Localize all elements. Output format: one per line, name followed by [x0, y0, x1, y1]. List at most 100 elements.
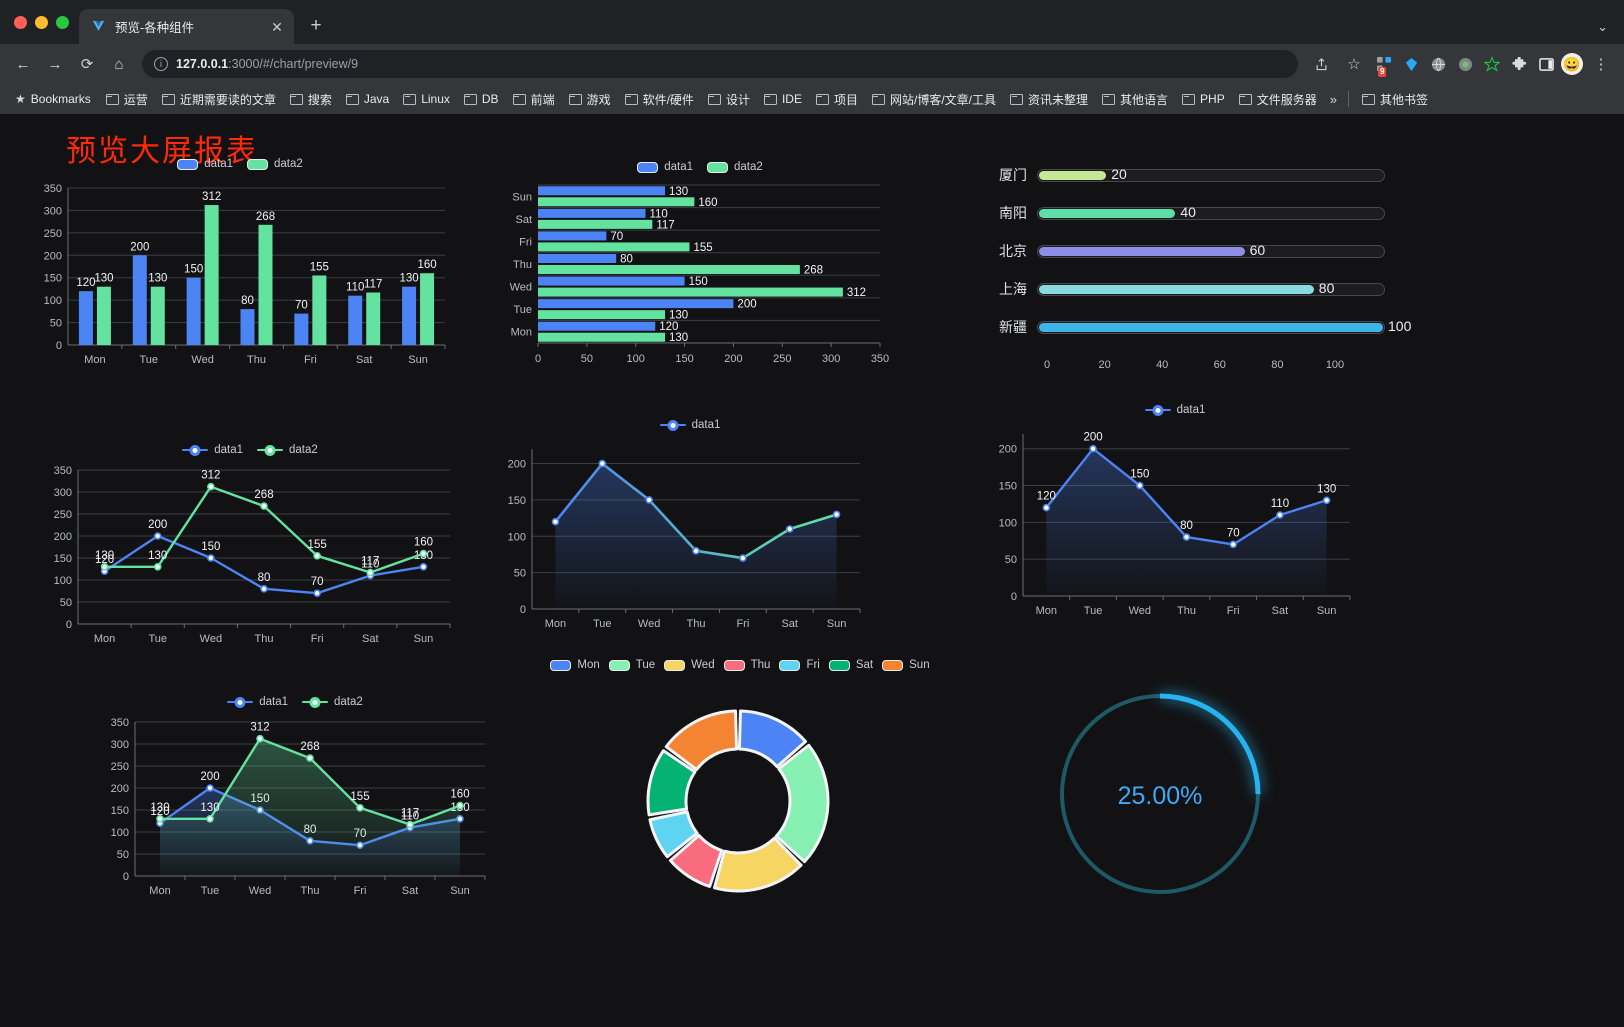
bookmark-folder[interactable]: 近期需要读的文章 [155, 88, 283, 111]
bookmark-folder[interactable]: 运营 [99, 88, 155, 111]
legend-item[interactable]: data2 [302, 696, 363, 708]
legend-item[interactable]: data1 [227, 696, 288, 708]
share-icon[interactable] [1306, 49, 1336, 79]
legend-area-single: data1 [975, 404, 1375, 416]
progress-label: 新疆 [999, 319, 1027, 335]
circle-icon[interactable] [1453, 52, 1477, 76]
legend-item[interactable]: Fri [779, 659, 820, 671]
legend-item[interactable]: data1 [182, 444, 243, 456]
svg-text:130: 130 [94, 273, 113, 285]
progress-track: 40 [1037, 204, 1385, 220]
bookmark-folder[interactable]: 搜索 [283, 88, 339, 111]
legend-item[interactable]: data2 [247, 158, 303, 170]
legend-item[interactable]: Thu [723, 659, 770, 671]
legend-swatch [882, 659, 904, 671]
chevron-down-icon[interactable]: ⌄ [1597, 19, 1608, 34]
legend-item[interactable]: data1 [1144, 404, 1205, 416]
area-dual-chart: 0 50 100 150 200 250 300 350 Mon Tue Wed Thu Fri Sat S… [111, 717, 486, 897]
folder-icon [512, 93, 526, 105]
donut-slice [664, 709, 739, 772]
browser-menu-button[interactable]: ⋮ [1593, 56, 1609, 73]
sidepanel-icon[interactable] [1534, 52, 1558, 76]
avatar[interactable]: 😀 [1561, 53, 1583, 75]
svg-text:110: 110 [1271, 498, 1289, 510]
svg-text:150: 150 [999, 481, 1017, 493]
legend-item[interactable]: Mon [550, 659, 600, 671]
browser-toolbar: ← → ⟳ ⌂ i 127.0.0.1:3000/#/chart/preview… [0, 44, 1624, 84]
bookmark-folder[interactable]: 软件/硬件 [618, 88, 701, 111]
close-tab-button[interactable]: ✕ [271, 18, 283, 35]
address-bar[interactable]: i 127.0.0.1:3000/#/chart/preview/9 [142, 50, 1298, 78]
legend-item[interactable]: data1 [637, 161, 693, 173]
svg-text:80: 80 [620, 254, 633, 266]
bookmark-label: Java [363, 92, 390, 106]
legend-item[interactable]: data2 [257, 444, 318, 456]
bookmark-manager-item[interactable]: ★ Bookmarks [8, 89, 98, 109]
bookmark-folder[interactable]: 文件服务器 [1232, 88, 1324, 111]
browser-tab[interactable]: 预览-各种组件 ✕ [79, 9, 294, 44]
back-button[interactable]: ← [15, 55, 31, 73]
globe-icon[interactable] [1426, 52, 1450, 76]
svg-text:160: 160 [698, 197, 717, 209]
legend-area-dual: data1 data2 [85, 696, 505, 708]
extension-grid-icon[interactable]: 9 [1372, 52, 1396, 77]
progress-row: 上海 80 [985, 270, 1385, 308]
svg-text:117: 117 [364, 279, 382, 291]
legend-item[interactable]: Sat [828, 659, 873, 671]
svg-text:Sat: Sat [781, 618, 798, 630]
forward-button[interactable]: → [47, 55, 63, 73]
bookmarks-overflow-button[interactable]: » [1329, 91, 1337, 107]
reload-button[interactable]: ⟳ [80, 56, 94, 73]
star-outline-icon[interactable] [1480, 52, 1504, 76]
svg-text:150: 150 [508, 495, 526, 507]
bookmark-folder[interactable]: Java [339, 88, 396, 111]
bookmark-folder[interactable]: PHP [1175, 88, 1232, 111]
new-tab-button[interactable]: + [310, 15, 322, 36]
bookmark-folder[interactable]: 前端 [506, 88, 562, 111]
bookmark-folder[interactable]: 设计 [701, 88, 757, 111]
legend-item[interactable]: Sun [882, 659, 930, 671]
bookmark-folder[interactable]: 游戏 [562, 88, 618, 111]
home-button[interactable]: ⌂ [114, 55, 124, 73]
minimize-window-button[interactable] [35, 15, 48, 29]
bookmark-folder[interactable]: 项目 [809, 88, 865, 111]
bookmark-folder-other[interactable]: 其他书签 [1355, 88, 1435, 111]
legend-item[interactable]: data1 [177, 158, 233, 170]
folder-icon [1182, 93, 1196, 105]
svg-text:Fri: Fri [354, 885, 367, 897]
svg-text:130: 130 [669, 310, 688, 322]
bookmark-folder[interactable]: IDE [757, 88, 809, 111]
svg-text:Wed: Wed [249, 885, 271, 897]
svg-text:268: 268 [300, 741, 319, 753]
svg-text:Fri: Fri [519, 236, 532, 248]
progress-track: 100 [1037, 318, 1411, 334]
legend-label: Tue [635, 659, 656, 671]
svg-text:Wed: Wed [191, 354, 213, 366]
svg-text:Tue: Tue [201, 885, 220, 897]
url-text: 127.0.0.1:3000/#/chart/preview/9 [176, 57, 358, 71]
site-info-icon[interactable]: i [154, 57, 168, 71]
legend-item[interactable]: data2 [707, 161, 763, 173]
puzzle-icon[interactable] [1507, 52, 1531, 76]
svg-text:Sat: Sat [362, 633, 379, 645]
bookmark-star-icon[interactable]: ☆ [1347, 56, 1361, 73]
svg-text:Fri: Fri [311, 633, 324, 645]
close-window-button[interactable] [14, 15, 27, 29]
svg-text:0: 0 [1044, 359, 1050, 371]
bookmark-folder[interactable]: DB [457, 88, 506, 111]
legend-swatch [707, 161, 728, 173]
legend-item[interactable]: data1 [659, 419, 720, 431]
legend-item[interactable]: Tue [608, 659, 656, 671]
bookmark-folder[interactable]: 网站/博客/文章/工具 [865, 88, 1003, 111]
bookmark-folder[interactable]: Linux [396, 88, 457, 111]
diamond-icon[interactable] [1399, 52, 1423, 76]
bookmark-folder[interactable]: 资讯未整理 [1003, 88, 1095, 111]
maximize-window-button[interactable] [56, 15, 69, 29]
bookmark-folder[interactable]: 其他语言 [1095, 88, 1175, 111]
svg-text:160: 160 [417, 259, 436, 271]
svg-text:155: 155 [693, 242, 712, 254]
svg-text:200: 200 [130, 241, 149, 253]
legend-item[interactable]: Wed [664, 659, 715, 671]
svg-text:Fri: Fri [1227, 605, 1240, 617]
bookmark-label: 文件服务器 [1256, 92, 1317, 107]
